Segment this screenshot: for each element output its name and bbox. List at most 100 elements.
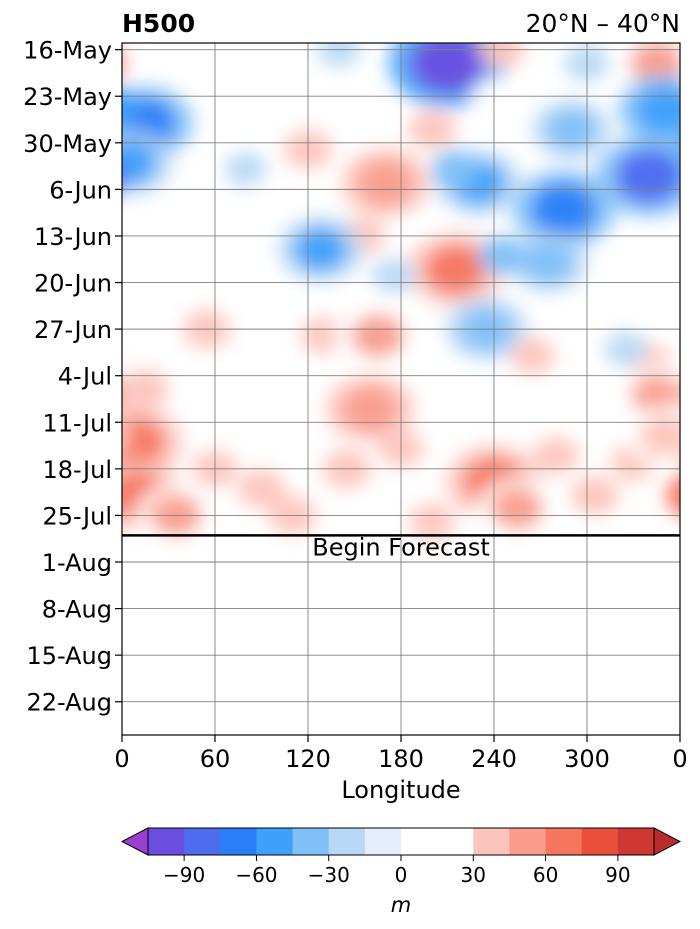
- y-tick-label: 1-Aug: [42, 549, 112, 577]
- positive-anomaly: [335, 559, 374, 591]
- positive-anomaly: [552, 553, 591, 585]
- y-tick-label: 23-May: [23, 83, 112, 111]
- positive-anomaly: [226, 566, 266, 598]
- colorbar-segment: [617, 828, 655, 855]
- negative-anomaly: [293, 227, 348, 272]
- positive-anomaly: [248, 179, 290, 213]
- positive-anomaly: [408, 110, 456, 149]
- y-axis-ticks: 16-May 23-May 30-May 6-Jun 13-Jun 20-Jun 27-Ju…: [23, 37, 122, 717]
- positive-anomaly: [132, 285, 174, 320]
- colorbar-tick-label: −30: [308, 863, 350, 887]
- negative-anomaly: [523, 242, 574, 283]
- colorbar-extend-min: [120, 827, 149, 856]
- positive-anomaly: [178, 378, 221, 414]
- positive-anomaly: [533, 437, 579, 474]
- positive-anomaly: [571, 476, 619, 515]
- colorbar-segment: [148, 828, 185, 855]
- colorbar-tick-label: 60: [533, 863, 558, 887]
- colorbar-tick-label: 90: [605, 863, 630, 887]
- positive-anomaly: [341, 386, 399, 432]
- positive-anomaly: [629, 566, 669, 598]
- x-tick-label: 0: [114, 745, 129, 773]
- colorbar-segment: [545, 828, 583, 855]
- positive-anomaly: [255, 378, 299, 414]
- colorbar-segment: [473, 828, 510, 855]
- y-tick-label: 6-Jun: [49, 176, 112, 204]
- positive-anomaly: [424, 244, 486, 294]
- colorbar-tick-label: 0: [395, 863, 408, 887]
- negative-anomaly: [371, 258, 415, 294]
- anomaly-wrap: [122, 89, 136, 130]
- positive-anomaly: [350, 313, 405, 358]
- positive-anomaly: [409, 503, 455, 541]
- positive-anomaly: [451, 659, 490, 691]
- colorbar-segment: [292, 828, 330, 855]
- grid-lines: [121, 43, 681, 735]
- y-tick-label: 25-Jul: [43, 502, 113, 530]
- colorbar-segment: [401, 828, 438, 855]
- y-tick-label: 20-Jun: [34, 270, 112, 298]
- x-tick-label: 120: [285, 745, 331, 773]
- x-axis-label: Longitude: [341, 776, 460, 804]
- y-tick-label: 18-Jul: [43, 456, 113, 484]
- anomaly-wrap: [122, 165, 125, 187]
- chart-subtitle: 20°N – 40°N: [526, 9, 680, 38]
- colorbar-segment: [220, 828, 257, 855]
- negative-anomaly: [122, 140, 157, 185]
- y-tick-label: 8-Aug: [42, 596, 112, 624]
- anomaly-wrap: [122, 51, 126, 75]
- positive-anomaly: [491, 487, 544, 530]
- colorbar-segment: [437, 828, 474, 855]
- x-tick-label: 60: [200, 745, 231, 773]
- colorbar: −90 −60 −30 0 30 60 90: [120, 827, 682, 887]
- begin-forecast-label: Begin Forecast: [312, 533, 490, 561]
- positive-anomaly: [520, 379, 561, 413]
- negative-anomaly: [410, 43, 485, 94]
- positive-anomaly: [300, 317, 347, 355]
- positive-anomaly: [224, 298, 268, 334]
- y-tick-label: 16-May: [23, 37, 112, 65]
- y-tick-label: 30-May: [23, 130, 112, 158]
- anomaly-wrap: [666, 475, 680, 516]
- negative-anomaly: [546, 109, 597, 150]
- colorbar-extend-max: [653, 827, 682, 856]
- anomaly-field: [122, 43, 700, 691]
- colorbar-segment: [581, 828, 619, 855]
- colorbar-segment: [364, 828, 402, 855]
- colorbar-segment: [328, 828, 366, 855]
- colorbar-tick-label: −60: [235, 863, 277, 887]
- positive-anomaly: [122, 369, 169, 409]
- positive-anomaly: [510, 337, 556, 375]
- colorbar-segment: [256, 828, 294, 855]
- negative-anomaly: [317, 43, 361, 68]
- negative-anomaly: [224, 151, 268, 187]
- x-tick-label: 180: [378, 745, 424, 773]
- x-axis-ticks: 0 60 120 180 240 300 0: [114, 735, 688, 773]
- y-tick-label: 15-Aug: [26, 642, 112, 670]
- y-tick-label: 22-Aug: [26, 689, 112, 717]
- colorbar-segment: [509, 828, 547, 855]
- positive-anomaly: [122, 417, 165, 467]
- x-tick-label: 240: [471, 745, 517, 773]
- negative-anomaly: [478, 236, 526, 276]
- negative-anomaly: [615, 148, 680, 204]
- y-tick-label: 11-Jul: [43, 409, 113, 437]
- y-tick-label: 13-Jun: [34, 223, 112, 251]
- positive-anomaly: [551, 325, 592, 360]
- anomaly-wrap: [679, 385, 680, 393]
- colorbar-tick-label: 30: [461, 863, 486, 887]
- positive-anomaly: [237, 469, 286, 509]
- y-tick-label: 27-Jun: [34, 316, 112, 344]
- negative-anomaly: [604, 331, 648, 367]
- positive-anomaly: [357, 159, 414, 206]
- y-tick-label: 4-Jul: [58, 363, 112, 391]
- colorbar-label: m: [391, 893, 411, 917]
- negative-anomaly: [635, 85, 680, 134]
- x-tick-label: 300: [564, 745, 610, 773]
- anomaly-wrap: [691, 286, 700, 319]
- chart-title: H500: [122, 9, 195, 38]
- positive-anomaly: [317, 351, 361, 387]
- colorbar-segment: [184, 828, 221, 855]
- anomaly-wrap: [684, 553, 700, 584]
